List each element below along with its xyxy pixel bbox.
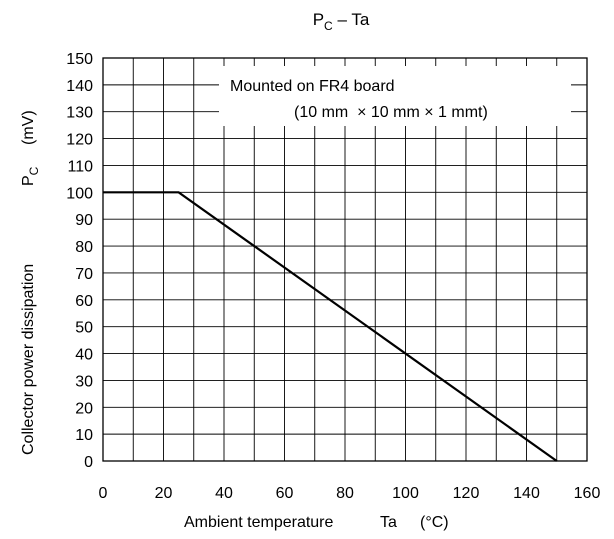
y-tick-label: 100: [66, 185, 93, 202]
y-tick-label: 150: [66, 51, 93, 68]
y-tick-label: 70: [75, 266, 93, 283]
y-tick-label: 0: [84, 454, 93, 471]
y-tick-label: 110: [67, 158, 93, 175]
x-axis-symbol: Ta: [380, 514, 397, 531]
annotation-line-2: (10 mm × 10 mm × 1 mmt): [294, 104, 488, 121]
y-tick-label: 120: [66, 132, 93, 149]
plot-frame: [102, 57, 588, 462]
chart-title-rest: – Ta: [333, 10, 370, 29]
y-tick-label: 90: [75, 212, 93, 229]
chart-title-sub: C: [324, 19, 333, 33]
y-tick-label: 20: [75, 400, 93, 417]
annotation-line-1: Mounted on FR4 board: [230, 78, 395, 95]
x-tick-label: 40: [215, 485, 233, 502]
y-tick-label: 60: [75, 293, 93, 310]
y-axis-title: Collector power dissipation PC (mV): [20, 110, 41, 455]
x-axis-title: Ambient temperature Ta (°C): [184, 514, 449, 531]
y-axis-symbol-sub: C: [27, 166, 41, 175]
x-tick-label: 60: [276, 485, 294, 502]
x-axis-unit: (°C): [420, 514, 449, 531]
annotation-background: [219, 66, 571, 126]
y-tick-label: 50: [75, 320, 93, 337]
x-tick-label: 0: [99, 485, 108, 502]
y-tick-label: 130: [66, 105, 93, 122]
y-tick-label: 40: [75, 347, 93, 364]
x-tick-label: 120: [453, 485, 480, 502]
x-tick-label: 80: [336, 485, 354, 502]
series-line: [103, 191, 558, 462]
y-tick-label: 30: [75, 373, 93, 390]
series-layer: [103, 191, 558, 462]
chart-title: PC – Ta: [313, 10, 370, 33]
y-tick-labels: 0 10 20 30 40 50 60 70 80 90 100 110 120 130 140 150: [66, 51, 93, 471]
y-tick-label: 80: [75, 239, 93, 256]
chart-title-main: P: [313, 10, 324, 29]
x-tick-label: 160: [574, 485, 601, 502]
x-tick-labels: 0 20 40 60 80 100 120 140 160: [99, 485, 601, 502]
y-axis-symbol: P: [20, 175, 37, 186]
y-axis-label: Collector power dissipation: [20, 264, 37, 455]
y-tick-label: 140: [66, 78, 93, 95]
x-tick-label: 140: [513, 485, 540, 502]
y-tick-label: 10: [75, 427, 93, 444]
x-tick-label: 20: [155, 485, 173, 502]
y-axis-unit: (mV): [20, 110, 37, 145]
x-tick-label: 100: [392, 485, 419, 502]
x-axis-label: Ambient temperature: [184, 514, 334, 531]
